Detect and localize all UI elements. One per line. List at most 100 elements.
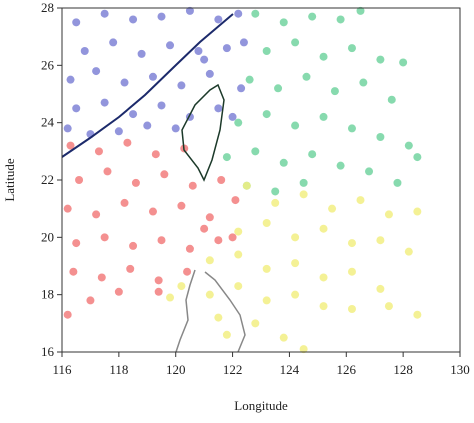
scatter-point: [271, 198, 280, 207]
scatter-point: [251, 319, 260, 328]
scatter-point: [120, 78, 129, 87]
x-tick-label: 130: [450, 362, 470, 377]
scatter-point: [262, 47, 271, 55]
scatter-point: [137, 49, 146, 58]
scatter-point: [200, 55, 209, 64]
scatter-point: [347, 124, 356, 133]
scatter-point: [242, 181, 251, 190]
y-tick-label: 28: [41, 0, 54, 15]
scatter-point: [359, 78, 368, 87]
scatter-point: [308, 12, 317, 21]
scatter-point: [262, 264, 271, 273]
scatter-point: [214, 236, 223, 245]
scatter-point: [126, 264, 135, 273]
scatter-point: [100, 98, 109, 107]
scatter-point: [347, 305, 356, 313]
scatter-point: [291, 290, 300, 299]
scatter-point: [279, 18, 288, 27]
scatter-point: [328, 204, 337, 213]
scatter-point: [393, 178, 402, 187]
scatter-point: [347, 267, 356, 276]
scatter-point: [75, 176, 84, 184]
scatter-point: [143, 121, 152, 130]
x-tick-label: 122: [223, 362, 243, 377]
scatter-point: [413, 153, 422, 162]
scatter-point: [157, 101, 166, 110]
scatter-point: [384, 302, 393, 311]
scatter-point: [114, 287, 123, 296]
scatter-point: [319, 224, 328, 233]
scatter-point: [183, 267, 192, 276]
scatter-point: [291, 38, 300, 47]
scatter-point: [336, 161, 345, 170]
scatter-point: [376, 236, 385, 245]
scatter-point: [120, 198, 129, 207]
scatter-point: [319, 52, 328, 61]
scatter-point: [279, 333, 288, 342]
scatter-point: [63, 204, 72, 213]
y-tick-label: 16: [41, 344, 55, 359]
scatter-point: [356, 196, 365, 205]
scatter-point: [188, 181, 197, 190]
scatter-point: [177, 81, 186, 90]
scatter-point: [66, 141, 75, 150]
scatter-point: [222, 153, 231, 162]
scatter-point: [299, 190, 308, 199]
scatter-point: [356, 6, 365, 15]
scatter-point: [251, 9, 260, 18]
x-tick-label: 128: [393, 362, 413, 377]
scatter-point: [148, 207, 157, 216]
scatter-point: [177, 282, 186, 291]
x-tick-label: 124: [280, 362, 300, 377]
coastline: [61, 13, 234, 158]
island-outline: [175, 269, 246, 353]
scatter-point: [154, 276, 163, 285]
scatter-point: [205, 256, 214, 265]
scatter-point: [205, 69, 214, 78]
scatter-point: [319, 112, 328, 121]
scatter-point: [251, 147, 260, 156]
scatter-point: [330, 87, 339, 96]
y-tick-label: 22: [41, 172, 54, 187]
scatter-point: [66, 75, 75, 84]
scatter-point: [387, 95, 396, 104]
scatter-point: [234, 227, 243, 236]
y-tick-label: 26: [41, 57, 55, 72]
x-tick-label: 118: [109, 362, 128, 377]
scatter-point: [299, 178, 308, 187]
scatter-point: [214, 104, 223, 113]
scatter-point: [185, 244, 194, 253]
y-tick-label: 24: [41, 115, 55, 130]
scatter-point: [365, 167, 374, 176]
scatter-point: [148, 72, 157, 81]
scatter-point: [86, 296, 95, 305]
scatter-point: [72, 104, 81, 113]
scatter-point: [217, 176, 226, 184]
y-axis-label: Latitude: [2, 158, 17, 202]
scatter-point: [319, 302, 328, 311]
scatter-point: [103, 167, 112, 176]
scatter-point: [63, 310, 72, 319]
scatter-point: [151, 150, 160, 159]
scatter-point: [92, 67, 101, 76]
scatter-point: [234, 118, 243, 127]
scatter-point: [376, 55, 385, 64]
scatter-point: [262, 296, 271, 305]
scatter-point: [214, 313, 223, 322]
scatter-point: [177, 201, 186, 210]
scatter-point: [279, 158, 288, 167]
scatter-point: [347, 239, 356, 248]
scatter-point: [234, 250, 243, 259]
scatter-point: [185, 6, 194, 15]
scatter-point: [94, 147, 103, 156]
scatter-point: [166, 41, 175, 50]
scatter-point: [100, 9, 109, 18]
island-outline: [181, 83, 225, 182]
scatter-point: [302, 72, 311, 81]
x-tick-label: 120: [166, 362, 186, 377]
scatter-point: [129, 110, 138, 119]
scatter-point: [129, 241, 138, 250]
scatter-point: [109, 38, 118, 47]
scatter-point: [80, 47, 89, 55]
